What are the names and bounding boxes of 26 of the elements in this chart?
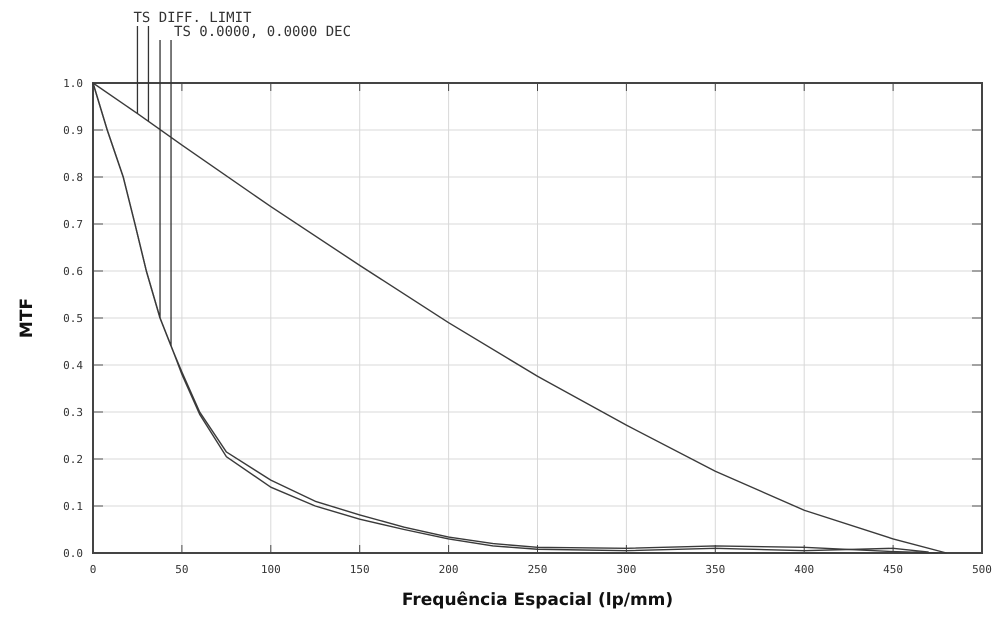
y-axis-title: MTF: [17, 298, 37, 338]
y-tick-label: 0.1: [63, 500, 83, 513]
x-tick-label: 450: [883, 563, 904, 576]
x-tick-label: 500: [972, 563, 992, 576]
y-tick-label: 0.2: [63, 453, 83, 466]
x-tick-label: 350: [705, 563, 726, 576]
x-tick-label: 150: [350, 563, 370, 576]
y-tick-label: 0.9: [63, 124, 83, 137]
y-tick-label: 0.6: [63, 265, 83, 278]
y-tick-label: 0.4: [63, 359, 84, 372]
y-tick-label: 0.7: [63, 218, 83, 231]
y-tick-label: 0.5: [63, 312, 83, 325]
x-tick-label: 400: [794, 563, 814, 576]
x-tick-label: 300: [616, 563, 636, 576]
x-tick-label: 100: [260, 563, 281, 576]
y-tick-label: 1.0: [63, 77, 83, 90]
x-tick-label: 0: [90, 563, 96, 576]
x-tick-label: 200: [438, 563, 459, 576]
y-tick-label: 0.0: [63, 547, 83, 560]
x-axis-title: Frequência Espacial (lp/mm): [402, 590, 674, 610]
x-tick-label: 50: [175, 563, 189, 576]
y-tick-label: 0.8: [63, 171, 83, 184]
x-tick-label: 250: [528, 563, 548, 576]
annotation: TS 0.0000, 0.0000 DEC: [174, 24, 352, 40]
annotation: TS DIFF. LIMIT: [133, 10, 252, 26]
y-tick-label: 0.3: [63, 406, 83, 419]
